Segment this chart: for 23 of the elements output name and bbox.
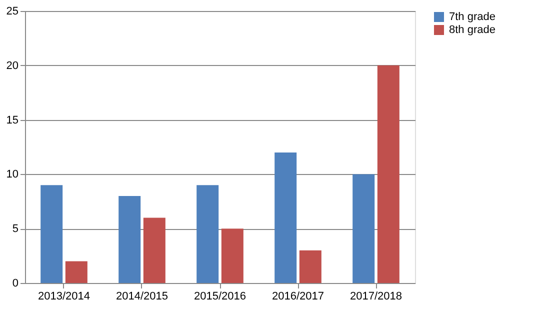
y-tick-label: 10 bbox=[6, 168, 18, 181]
legend-label: 7th grade bbox=[449, 11, 496, 23]
y-tick-label: 25 bbox=[6, 6, 18, 18]
x-tick-label: 2017/2018 bbox=[350, 290, 402, 302]
bar bbox=[299, 250, 322, 283]
bar bbox=[352, 174, 375, 283]
y-tick-label: 15 bbox=[6, 114, 18, 126]
y-tick-label: 0 bbox=[12, 278, 18, 290]
y-tick-label: 5 bbox=[12, 223, 18, 236]
x-tick-label: 2013/2014 bbox=[38, 290, 90, 302]
bar bbox=[40, 185, 63, 283]
bar bbox=[118, 196, 141, 283]
legend-label: 8th grade bbox=[449, 24, 496, 36]
y-tick-label: 20 bbox=[6, 60, 18, 72]
bar bbox=[65, 261, 88, 283]
bar bbox=[196, 185, 219, 283]
bar bbox=[274, 152, 297, 283]
bar bbox=[377, 65, 400, 283]
x-tick-label: 2014/2015 bbox=[116, 290, 168, 302]
x-tick-label: 2016/2017 bbox=[272, 290, 324, 302]
x-tick-label: 2015/2016 bbox=[194, 290, 246, 302]
bar bbox=[221, 228, 244, 283]
bar bbox=[143, 218, 166, 283]
